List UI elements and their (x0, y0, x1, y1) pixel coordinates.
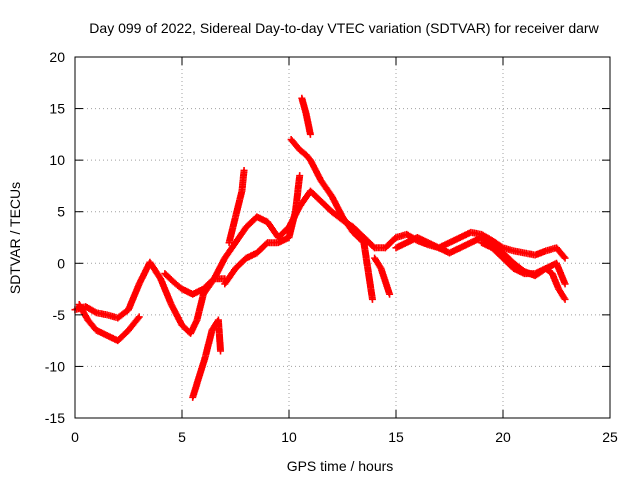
x-tick-label: 5 (178, 429, 186, 445)
data-point-run (147, 260, 164, 281)
data-point-run (361, 235, 377, 251)
series-track-f (221, 172, 304, 288)
data-point-run (307, 158, 324, 183)
data-point (135, 313, 143, 321)
data-point-run (329, 194, 346, 219)
data-point-run (360, 240, 376, 302)
y-tick-label: 0 (57, 255, 65, 271)
data-point (561, 280, 569, 288)
y-tick-label: 10 (49, 152, 65, 168)
data-point (306, 130, 314, 138)
series-track-g (287, 136, 376, 303)
data-point-run (292, 173, 303, 214)
data-point-run (500, 255, 516, 271)
data-point-run (233, 255, 249, 271)
series-track-d (189, 316, 225, 401)
data-point-run (201, 276, 217, 292)
y-tick-label: -5 (53, 307, 66, 323)
data-point-run (233, 225, 249, 245)
y-tick-label: -10 (45, 358, 65, 374)
data-point-run (500, 250, 516, 266)
data-point-run (157, 276, 175, 307)
data-point-run (125, 281, 143, 312)
data-point-run (83, 304, 99, 316)
series-track-h (298, 94, 314, 138)
x-tick-label: 0 (71, 429, 79, 445)
data-point (368, 295, 376, 303)
data-point-run (383, 235, 399, 251)
data-point-run (76, 302, 91, 323)
chart-title: Day 099 of 2022, Sidereal Day-to-day VTE… (89, 20, 599, 36)
data-point-run (554, 245, 568, 261)
data-point-run (318, 199, 335, 215)
data-point-run (318, 178, 335, 199)
x-tick-label: 15 (388, 429, 404, 445)
data-point-run (254, 240, 270, 256)
data-point-run (490, 240, 506, 256)
data-point-run (350, 230, 367, 245)
data-point-run (85, 317, 99, 333)
data-point-run (126, 314, 142, 333)
data-point-run (285, 209, 299, 240)
data-point-run (372, 256, 384, 271)
data-point-run (115, 328, 131, 343)
data-point-run (350, 224, 367, 240)
data-point-run (553, 261, 568, 286)
data-point-run (232, 189, 245, 219)
data-point-run (308, 188, 324, 204)
series-track-i (371, 254, 394, 298)
x-axis-label: GPS time / hours (287, 458, 394, 474)
data-point (240, 166, 248, 174)
y-axis-label: SDTVAR / TECUs (7, 182, 23, 294)
data-point-run (168, 302, 185, 328)
y-tick-label: 15 (49, 101, 65, 117)
data-point (561, 254, 569, 262)
data-point-run (490, 245, 506, 261)
y-tick-label: 20 (49, 49, 65, 65)
data-point-run (303, 152, 313, 163)
data-point-run (189, 374, 203, 400)
x-tick-label: 10 (281, 429, 297, 445)
data-point-run (556, 287, 568, 302)
plot-frame (74, 56, 611, 419)
y-tick-label: 5 (57, 204, 65, 220)
data-points (71, 94, 569, 401)
y-tick-label: -15 (45, 410, 65, 426)
x-tick-label: 20 (495, 429, 511, 445)
data-point-run (340, 214, 356, 235)
data-point-run (288, 137, 303, 152)
data-point (217, 347, 225, 355)
data-point-run (297, 147, 309, 158)
data-point-run (222, 240, 238, 261)
data-point-run (378, 266, 393, 297)
data-point-run (115, 307, 131, 321)
series-track-e (225, 166, 248, 247)
data-point-run (265, 219, 281, 240)
x-tick-label: 25 (602, 429, 618, 445)
series-track-k (478, 239, 569, 288)
data-point (296, 172, 304, 180)
series-track-b (75, 301, 143, 345)
data-point-run (196, 354, 209, 379)
data-point-run (276, 224, 292, 240)
data-point-run (222, 266, 238, 286)
data-point-run (297, 189, 313, 209)
data-point-run (162, 271, 176, 285)
data-point (386, 290, 394, 298)
data-point-run (171, 279, 185, 292)
data-point (561, 295, 569, 303)
axis-ticks: 0 5 10 15 20 25 -15 -10 -5 0 5 10 15 20 (45, 49, 618, 445)
